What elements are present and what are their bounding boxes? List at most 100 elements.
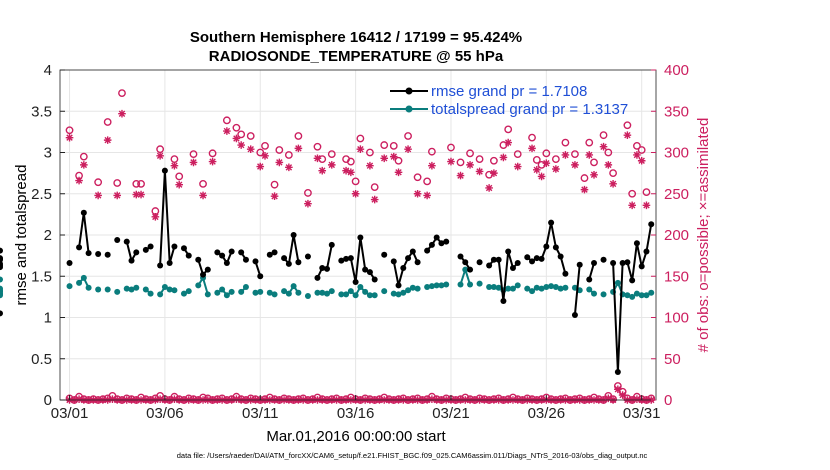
rmse-point xyxy=(204,266,211,273)
x-tick-label: 03/21 xyxy=(432,405,470,422)
rmse-point xyxy=(366,269,373,276)
totalspread-point xyxy=(400,289,407,296)
totalspread-point xyxy=(304,293,311,300)
obs-possible-point xyxy=(489,156,498,165)
obs-assimilated-point xyxy=(533,166,541,174)
totalspread-point xyxy=(509,285,516,292)
totalspread-point xyxy=(638,292,645,299)
rmse-point xyxy=(271,249,278,256)
obs-assimilated-point xyxy=(370,195,379,204)
obs-assimilated-point xyxy=(561,151,570,159)
obs-assimilated-point xyxy=(351,189,360,198)
obs-assimilated-point xyxy=(614,385,622,394)
obs-possible-point xyxy=(137,179,145,188)
obs-assimilated-point xyxy=(623,131,632,139)
obs-assimilated-point xyxy=(156,395,164,403)
obs-possible-point xyxy=(609,169,617,178)
rmse-point xyxy=(405,255,412,262)
totalspread-point xyxy=(629,293,636,300)
rmse-point xyxy=(0,247,3,254)
legend-spread-marker xyxy=(405,105,413,113)
totalspread-point xyxy=(648,289,655,296)
obs-assimilated-point xyxy=(542,159,551,168)
rmse-point xyxy=(157,262,164,269)
rmse-point xyxy=(643,248,650,255)
legend-spread-label: totalspread grand pr = 1.3137 xyxy=(431,101,628,118)
obs-possible-point xyxy=(94,178,103,187)
totalspread-point xyxy=(281,288,288,295)
rmse-point xyxy=(180,245,187,252)
obs-assimilated-point xyxy=(599,142,608,151)
obs-assimilated-point xyxy=(423,191,431,200)
obs-assimilated-point xyxy=(94,191,102,200)
rmse-point xyxy=(0,310,3,317)
obs-possible-point xyxy=(256,148,265,157)
obs-possible-point xyxy=(351,177,360,186)
y-tick-label-right: 250 xyxy=(664,186,689,203)
obs-assimilated-point xyxy=(80,161,88,169)
obs-assimilated-point xyxy=(428,161,436,170)
totalspread-point xyxy=(591,290,598,297)
y-tick-label: 0 xyxy=(44,392,52,409)
legend-rmse-label: rmse grand pr = 1.7108 xyxy=(431,83,587,100)
rmse-point xyxy=(195,256,202,263)
rmse-point xyxy=(543,243,550,250)
rmse-point xyxy=(171,243,178,250)
rmse-point xyxy=(281,255,288,262)
totalspread-point xyxy=(457,281,464,288)
totalspread-point xyxy=(142,286,149,293)
rmse-point xyxy=(80,209,87,216)
obs-assimilated-point xyxy=(170,395,179,403)
rmse-point xyxy=(324,265,331,272)
rmse-point xyxy=(552,244,559,251)
y-tick-label: 2.5 xyxy=(31,186,52,203)
chart-subtitle: RADIOSONDE_TEMPERATURE @ 55 hPa xyxy=(209,48,504,65)
totalspread-point xyxy=(533,284,540,291)
obs-possible-point xyxy=(189,150,198,159)
totalspread-point xyxy=(600,291,607,298)
rmse-point xyxy=(357,234,364,241)
rmse-point xyxy=(0,255,3,262)
rmse-point xyxy=(238,249,245,256)
rmse-point xyxy=(266,251,273,258)
obs-assimilated-point xyxy=(256,162,265,171)
obs-assimilated-point xyxy=(499,153,508,162)
obs-assimilated-point xyxy=(327,161,336,169)
rmse-point xyxy=(123,238,130,245)
rmse-point xyxy=(476,259,483,266)
rmse-point xyxy=(114,236,121,243)
totalspread-point xyxy=(195,282,202,289)
obs-possible-point xyxy=(580,174,589,182)
obs-possible-point xyxy=(313,142,322,151)
rmse-point xyxy=(619,260,626,267)
rmse-line xyxy=(159,169,176,266)
rmse-point xyxy=(562,270,569,277)
rmse-point xyxy=(214,249,221,256)
rmse-point xyxy=(257,273,264,280)
obs-assimilated-point xyxy=(552,165,560,173)
obs-possible-point xyxy=(561,138,570,147)
rmse-point xyxy=(438,240,445,247)
y-tick-label: 1.5 xyxy=(31,268,52,285)
totalspread-point xyxy=(204,291,211,298)
totalspread-point xyxy=(80,274,87,281)
obs-assimilated-point xyxy=(75,176,83,185)
rmse-point xyxy=(648,221,655,228)
rmse-point xyxy=(462,259,469,266)
rmse-point xyxy=(414,259,421,266)
totalspread-point xyxy=(548,283,555,290)
obs-possible-point xyxy=(447,143,455,152)
rmse-point xyxy=(328,241,335,248)
rmse-point xyxy=(133,249,140,256)
obs-assimilated-point xyxy=(490,169,498,177)
obs-assimilated-point xyxy=(313,154,322,163)
rmse-point xyxy=(614,368,621,375)
x-axis-label: Mar.01,2016 00:00:00 start xyxy=(266,428,446,445)
rmse-point xyxy=(314,274,321,281)
totalspread-point xyxy=(495,284,502,291)
obs-assimilated-point xyxy=(475,167,484,176)
totalspread-point xyxy=(443,281,450,288)
rmse-point xyxy=(185,252,192,259)
x-tick-label: 03/16 xyxy=(337,405,375,422)
obs-assimilated-point xyxy=(65,133,74,142)
